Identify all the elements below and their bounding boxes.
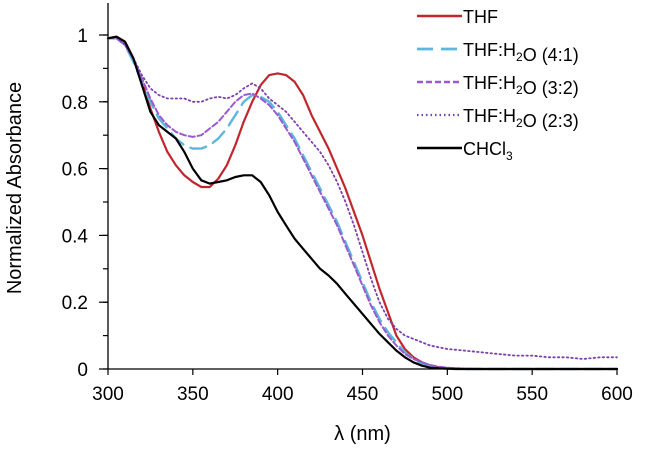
y-tick-label-5: 1: [77, 26, 88, 47]
legend-label-3: THF:H2O (2:3): [463, 106, 579, 131]
x-tick-label-6: 600: [601, 384, 633, 405]
series-line-4: [106, 35, 619, 371]
legend: THF THF:H2O (4:1) THF:H2O (3:2) THF:H2O (2:…: [417, 7, 579, 163]
y-axis-title: Normalized Absorbance: [4, 82, 26, 294]
y-tick-label-1: 0.2: [62, 293, 88, 314]
y-tick-label-3: 0.6: [62, 160, 88, 181]
x-tick-label-4: 500: [431, 384, 463, 405]
x-tick-label-1: 350: [177, 384, 209, 405]
legend-label-1: THF:H2O (4:1): [463, 40, 579, 65]
legend-label-2: THF:H2O (3:2): [463, 73, 579, 98]
axes: 300 350 400 450 500 550 600 0 0.2 0.4 0.6 0.8 1: [62, 3, 633, 405]
series-line-2: [107, 37, 618, 370]
series-line-1: [106, 37, 619, 371]
x-tick-label-2: 400: [262, 384, 294, 405]
legend-label-4: CHCl3: [463, 139, 513, 163]
y-tick-label-0: 0: [77, 360, 88, 381]
y-tick-label-4: 0.8: [62, 93, 88, 114]
x-tick-label-3: 450: [347, 384, 379, 405]
series-line-3: [107, 35, 618, 360]
series-lines: [106, 35, 619, 371]
x-axis-title: λ (nm): [334, 423, 391, 445]
legend-label-0: THF: [463, 7, 498, 27]
x-tick-label-0: 300: [92, 384, 124, 405]
y-tick-label-2: 0.4: [62, 226, 89, 247]
x-tick-label-5: 550: [516, 384, 548, 405]
